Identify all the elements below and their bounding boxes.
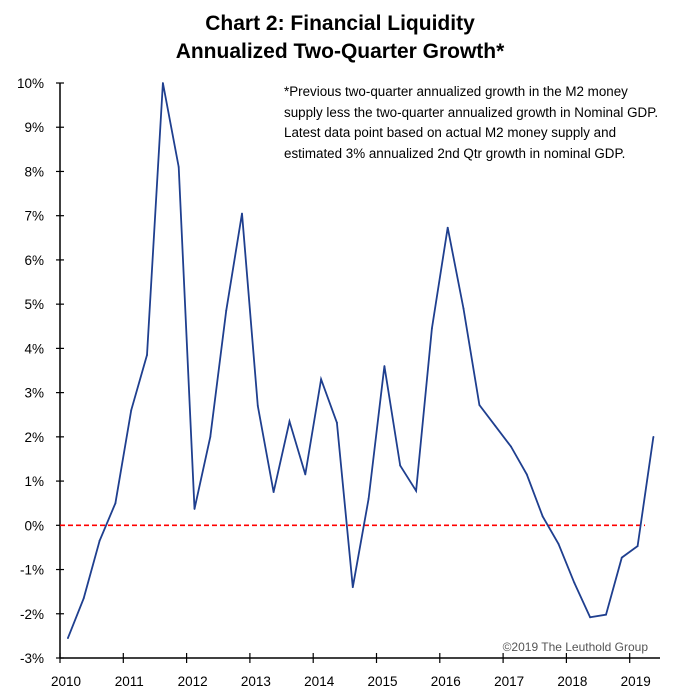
data-point [399, 464, 402, 467]
data-point [383, 365, 386, 367]
x-tick-label: 2013 [241, 674, 271, 689]
y-tick-label: 8% [24, 164, 44, 179]
x-tick-label: 2019 [621, 674, 651, 689]
data-point [478, 404, 481, 406]
data-point [161, 82, 164, 84]
data-point [494, 424, 497, 427]
data-point [98, 539, 101, 542]
x-tick-label: 2012 [178, 674, 208, 689]
x-tick-label: 2014 [304, 674, 335, 689]
x-tick-label: 2011 [115, 674, 144, 689]
data-point [241, 212, 243, 215]
liquidity-series-line [67, 82, 655, 639]
x-tick-label: 2015 [367, 674, 397, 689]
data-point [462, 307, 465, 310]
data-point [82, 597, 85, 600]
data-point [636, 545, 639, 547]
data-point [146, 354, 148, 356]
data-point [620, 556, 623, 559]
y-tick-label: 7% [24, 209, 44, 224]
y-tick-label: 2% [24, 430, 44, 445]
y-tick-label: 1% [24, 474, 44, 489]
y-tick-label: 4% [24, 341, 44, 356]
data-point [367, 497, 370, 500]
data-point [304, 473, 307, 476]
chart-title: Chart 2: Financial Liquidity [205, 12, 475, 35]
y-tick-label: 0% [24, 518, 44, 533]
chart-subtitle: Annualized Two-Quarter Growth* [175, 40, 505, 63]
data-point [541, 515, 544, 518]
y-tick-label: 6% [24, 253, 44, 268]
x-tick-label: 2010 [51, 674, 81, 689]
data-point [605, 613, 607, 616]
y-tick-label: 10% [17, 76, 44, 91]
data-point [652, 435, 655, 438]
data-point [510, 445, 512, 448]
data-point [525, 473, 528, 476]
y-tick-label: -1% [20, 563, 44, 578]
x-tick-label: 2016 [431, 674, 461, 689]
y-tick-label: 9% [24, 120, 44, 135]
data-point [272, 491, 275, 494]
data-point [288, 420, 291, 423]
data-point [67, 637, 69, 639]
data-point [415, 489, 417, 492]
data-point [573, 581, 576, 584]
data-point [320, 378, 323, 381]
data-point [430, 327, 433, 330]
x-tick-label: 2018 [557, 674, 587, 689]
data-point [256, 404, 259, 407]
y-tick-label: 5% [24, 297, 44, 312]
data-point [114, 502, 117, 505]
data-point [351, 586, 354, 589]
data-point [557, 542, 560, 545]
data-point [336, 421, 338, 424]
data-point [209, 435, 212, 438]
y-tick-label: 3% [24, 386, 44, 401]
chart-footnote: *Previous two-quarter annualized growth … [284, 84, 659, 161]
y-tick-label: -2% [20, 607, 44, 622]
copyright-credit: ©2019 The Leuthold Group [502, 640, 648, 654]
y-tick-label: -3% [20, 651, 44, 666]
data-point [177, 166, 180, 168]
data-point [446, 226, 449, 229]
x-tick-label: 2017 [494, 674, 524, 689]
data-point [589, 616, 592, 619]
data-point [130, 409, 133, 412]
data-point [225, 309, 228, 312]
data-point [193, 508, 196, 510]
